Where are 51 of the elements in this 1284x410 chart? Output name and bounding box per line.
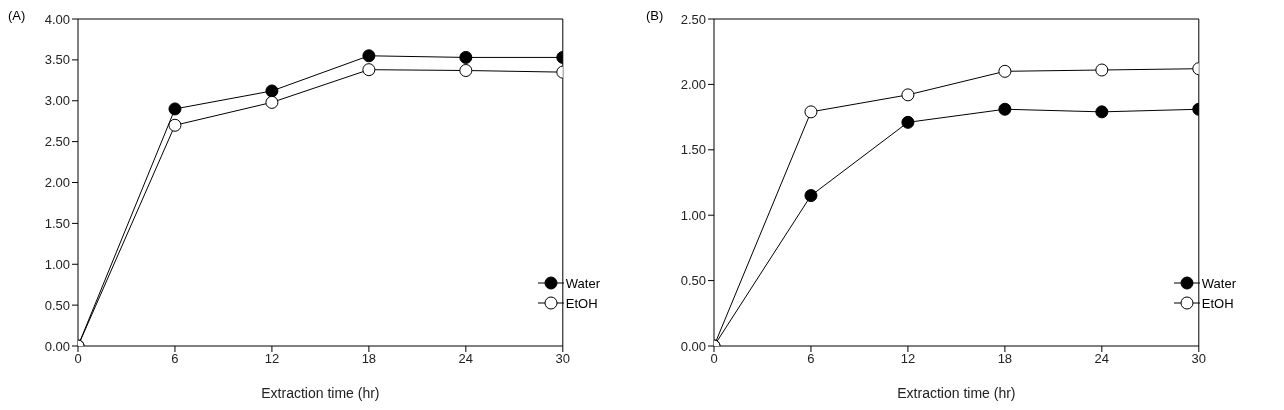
point — [998, 64, 1012, 78]
x-tick-label: 12 — [900, 351, 916, 367]
point — [804, 189, 818, 203]
x-tick-label: 6 — [171, 351, 179, 367]
x-tick-label: 0 — [74, 351, 82, 367]
x-axis-title: Extraction time (hr) — [897, 385, 1016, 401]
y-tick-label: 2.50 — [680, 11, 706, 27]
point — [804, 105, 818, 119]
point — [459, 50, 473, 64]
point — [459, 64, 473, 77]
point — [168, 118, 182, 132]
point — [265, 84, 279, 98]
point — [362, 49, 376, 63]
y-tick-label: 3.50 — [44, 52, 70, 68]
y-tick-label: 1.00 — [44, 256, 70, 272]
y-tick-label: 1.00 — [680, 207, 706, 223]
y-tick-label: 3.00 — [44, 93, 70, 109]
x-tick-label: 30 — [555, 351, 571, 367]
point — [901, 115, 915, 129]
point — [901, 88, 915, 102]
chart-title: (B) — [646, 8, 664, 23]
x-tick-label: 24 — [1094, 351, 1110, 367]
y-tick-label: 1.50 — [44, 215, 70, 231]
point — [1095, 63, 1109, 77]
y-tick-label: 0.00 — [680, 338, 706, 354]
x-tick-label: 18 — [361, 351, 377, 367]
point — [168, 102, 182, 116]
x-tick-label: 18 — [997, 351, 1013, 367]
chart-title: (A) — [8, 8, 26, 23]
y-tick-label: 0.50 — [44, 297, 70, 313]
x-tick-label: 30 — [1191, 351, 1207, 367]
y-tick-label: 2.00 — [680, 77, 706, 93]
x-tick-label: 0 — [710, 351, 718, 367]
y-tick-label: 4.00 — [44, 11, 70, 27]
point — [362, 63, 376, 77]
x-axis-title: Extraction time (hr) — [261, 385, 380, 401]
x-tick-label: 6 — [807, 351, 815, 367]
x-tick-label: 12 — [264, 351, 280, 367]
legend-label: EtOH — [1201, 295, 1234, 311]
y-tick-label: 2.00 — [44, 175, 70, 191]
legend-label: EtOH — [565, 295, 598, 311]
legend-label: Water — [565, 275, 600, 291]
x-tick-label: 24 — [458, 351, 474, 367]
y-tick-label: 2.50 — [44, 134, 70, 150]
legend-label: Water — [1201, 275, 1236, 291]
y-tick-label: 1.50 — [680, 142, 706, 158]
point — [998, 102, 1012, 116]
y-tick-label: 0.50 — [680, 273, 706, 289]
y-tick-label: 0.00 — [44, 338, 70, 354]
point — [1095, 105, 1109, 119]
point — [265, 95, 279, 109]
